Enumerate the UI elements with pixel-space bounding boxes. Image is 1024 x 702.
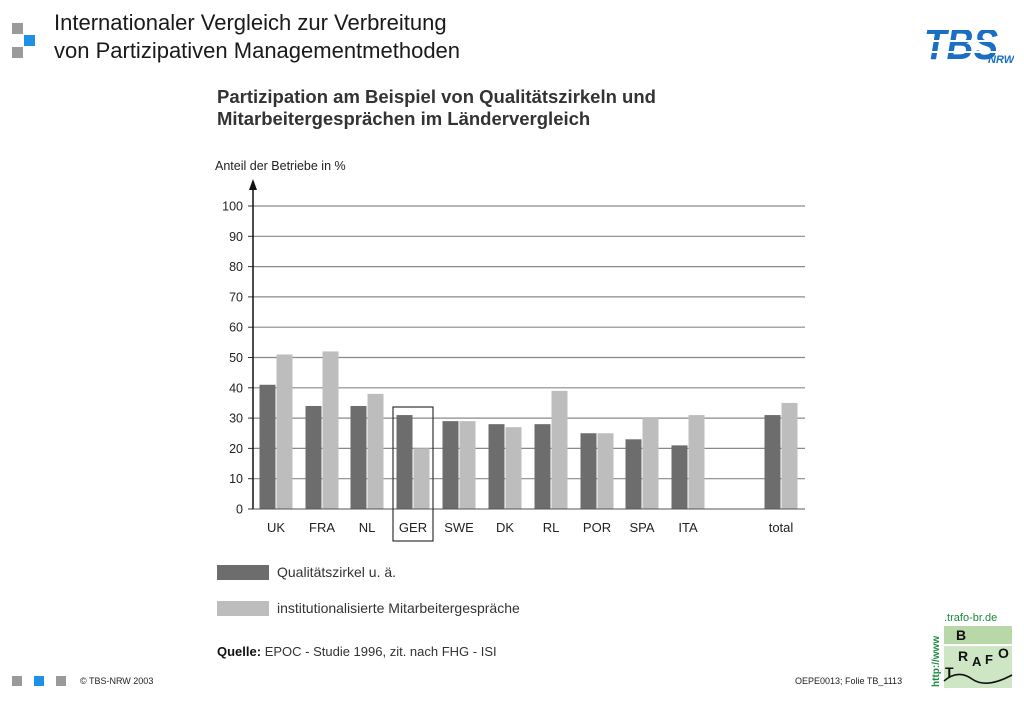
trafo-letter-o: O — [998, 645, 1009, 661]
x-tick-label: GER — [399, 520, 427, 535]
chart-title-line1: Partizipation am Beispiel von Qualitätsz… — [217, 86, 656, 107]
x-tick-label: SPA — [629, 520, 654, 535]
x-tick-label: total — [769, 520, 794, 535]
bars — [259, 351, 798, 509]
y-tick-label: 0 — [236, 503, 243, 517]
bar-series2-uk — [276, 354, 293, 509]
footer-square-blue — [34, 676, 44, 686]
legend-label-series1: Qualitätszirkel u. ä. — [277, 564, 397, 580]
deco-square-blue — [24, 35, 35, 46]
trafo-http-text: http://www — [931, 636, 942, 687]
bar-series1-por — [580, 433, 597, 509]
chart-title-line2: Mitarbeitergesprächen im Ländervergleich — [217, 108, 591, 129]
chart-title: Partizipation am Beispiel von Qualitätsz… — [217, 86, 656, 130]
x-tick-label: SWE — [444, 520, 474, 535]
bar-series1-ger — [396, 415, 413, 509]
bar-series2-spa — [642, 418, 659, 509]
bar-series2-dk — [505, 427, 522, 509]
y-tick-label: 50 — [229, 351, 243, 365]
bar-series1-swe — [442, 421, 459, 509]
bar-series2-rl — [551, 390, 568, 509]
legend-item-series1: Qualitätszirkel u. ä. — [217, 563, 396, 581]
bar-series1-uk — [259, 384, 276, 509]
trafo-letter-t: T — [945, 664, 954, 680]
bar-series1-spa — [625, 439, 642, 509]
legend-swatch-series2 — [217, 600, 269, 616]
trafo-letter-f: F — [985, 652, 993, 667]
bar-series2-ger — [413, 448, 430, 509]
bar-series1-nl — [350, 405, 367, 509]
y-tick-label: 90 — [229, 230, 243, 244]
highlight-box-ger — [392, 406, 434, 542]
legend-swatch-series1 — [217, 564, 269, 580]
legend-label-series2: institutionalisierte Mitarbeitergespräch… — [277, 600, 520, 616]
y-tick-label: 60 — [229, 321, 243, 335]
x-tick-label: NL — [359, 520, 376, 535]
bar-series1-fra — [305, 405, 322, 509]
y-axis-label: Anteil der Betriebe in % — [215, 159, 346, 173]
y-tick-label: 30 — [229, 412, 243, 426]
bar-series1-total — [764, 415, 781, 509]
y-tick-label: 10 — [229, 472, 243, 486]
bar-series1-rl — [534, 424, 551, 509]
y-tick-label: 40 — [229, 381, 243, 395]
trafo-br-logo: .trafo-br.de http://www B R A F O T — [931, 612, 1013, 688]
bar-series2-swe — [459, 421, 476, 509]
y-tick-label: 100 — [222, 200, 243, 214]
x-tick-label: RL — [543, 520, 560, 535]
x-tick-label: POR — [583, 520, 611, 535]
y-axis-arrow-icon — [249, 179, 257, 190]
source-note: Quelle: EPOC - Studie 1996, zit. nach FH… — [217, 644, 497, 659]
x-tick-label: FRA — [309, 520, 335, 535]
x-tick-label: ITA — [678, 520, 698, 535]
source-label: Quelle: — [217, 644, 262, 659]
x-tick-label: DK — [496, 520, 514, 535]
bar-series1-ita — [671, 445, 688, 509]
trafo-box-top — [944, 626, 1012, 644]
trafo-url-text: .trafo-br.de — [944, 612, 997, 624]
trafo-wave — [943, 673, 1013, 684]
copyright-text: © TBS-NRW 2003 — [80, 676, 154, 686]
y-tick-label: 80 — [229, 260, 243, 274]
source-text: EPOC - Studie 1996, zit. nach FHG - ISI — [261, 644, 497, 659]
y-tick-label: 20 — [229, 442, 243, 456]
bar-series2-fra — [322, 351, 339, 509]
trafo-letter-r: R — [958, 648, 968, 664]
trafo-letter-a: A — [972, 654, 982, 669]
deco-square-gray-bottom — [12, 47, 23, 58]
bar-series2-nl — [367, 393, 384, 509]
logo-nrw-text: NRW — [988, 54, 1014, 66]
deco-square-gray-top — [12, 23, 23, 34]
bar-series2-por — [597, 433, 614, 509]
y-tick-label: 70 — [229, 290, 243, 304]
trafo-letter-b: B — [956, 627, 966, 643]
slide-reference: OEPE0013; Folie TB_1113 — [795, 676, 903, 686]
bar-series2-ita — [688, 415, 705, 509]
footer-square-gray-2 — [56, 676, 66, 686]
slide-title-line2: von Partizipativen Managementmethoden — [54, 38, 461, 63]
x-tick-label: UK — [267, 520, 285, 535]
bar-series2-total — [781, 402, 798, 509]
bar-series1-dk — [488, 424, 505, 509]
logo-tbs-text: TBS — [924, 20, 998, 67]
slide-title: Internationaler Vergleich zur Verbreitun… — [54, 9, 460, 65]
footer-square-gray-1 — [12, 676, 22, 686]
slide-title-line1: Internationaler Vergleich zur Verbreitun… — [54, 10, 447, 35]
legend-item-series2: institutionalisierte Mitarbeitergespräch… — [217, 599, 520, 617]
grid-lines — [253, 205, 805, 480]
tbs-nrw-logo: TBS NRW — [922, 20, 1014, 67]
axes: 0 10 20 30 40 50 60 70 80 90 100 UK FRA NL GER SWE DK RL P… — [222, 179, 805, 542]
